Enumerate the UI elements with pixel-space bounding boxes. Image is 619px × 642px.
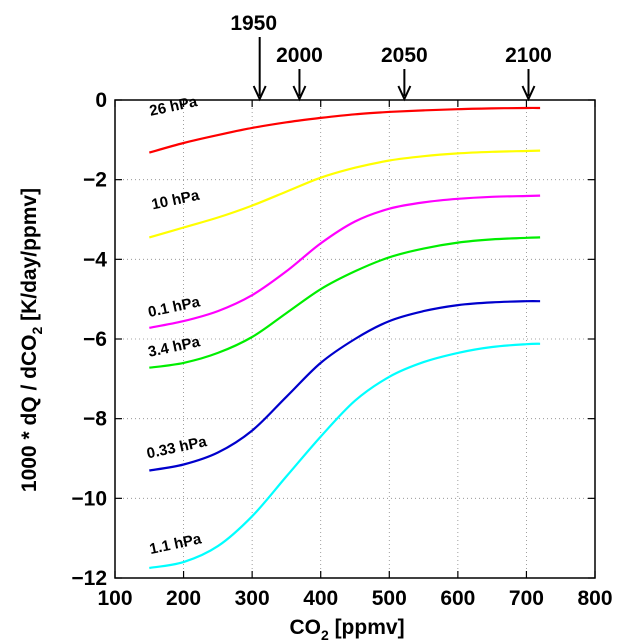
x-axis-label: CO2 [ppmv] bbox=[289, 616, 404, 642]
series-label: 1.1 hPa bbox=[148, 530, 204, 558]
series-line bbox=[149, 236, 541, 369]
series-label: 3.4 hPa bbox=[147, 333, 203, 361]
year-arrow-head bbox=[521, 85, 536, 102]
series-label: 0.1 hPa bbox=[147, 293, 203, 321]
year-arrow-head bbox=[397, 85, 412, 102]
series-line bbox=[149, 342, 541, 570]
ticks bbox=[114, 99, 596, 579]
year-arrow-head bbox=[292, 85, 307, 102]
y-tick-label: −4 bbox=[83, 248, 107, 271]
series-label: 0.33 hPa bbox=[145, 433, 209, 462]
year-label: 1950 bbox=[230, 12, 277, 35]
y-tick-label: −8 bbox=[83, 408, 107, 431]
year-label: 2100 bbox=[505, 44, 552, 67]
x-tick-label: 700 bbox=[509, 587, 544, 610]
year-label: 2000 bbox=[276, 44, 323, 67]
curves bbox=[149, 106, 541, 570]
y-axis-label-sub: 2 bbox=[29, 327, 45, 335]
year-arrow-head bbox=[252, 85, 267, 102]
y-tick-label: 0 bbox=[95, 89, 107, 112]
series-line bbox=[149, 194, 541, 329]
x-axis-label-sub: 2 bbox=[321, 627, 329, 642]
y-tick-label: −2 bbox=[83, 169, 107, 192]
y-axis-label-main: 1000 * dQ / dCO bbox=[18, 335, 41, 493]
x-axis-label-suffix: [ppmv] bbox=[329, 616, 405, 639]
y-tick-label: −10 bbox=[71, 487, 107, 510]
x-tick-label: 800 bbox=[577, 587, 612, 610]
series-line bbox=[149, 106, 541, 154]
series-line bbox=[149, 300, 541, 472]
x-tick-label: 100 bbox=[97, 587, 132, 610]
series-label: 26 hPa bbox=[148, 93, 199, 120]
curve-labels: 26 hPa 10 hPa 0.1 hPa 3.4 hPa 0.33 hPa 1.1 hP… bbox=[145, 93, 209, 558]
y-axis-label-suffix: [K/day/ppmv] bbox=[18, 188, 41, 327]
tick-labels: 100 200 300 400 500 600 700 800 0 −2 −4 −6 −8 −10 −12 bbox=[71, 89, 612, 610]
x-tick-label: 500 bbox=[372, 587, 407, 610]
x-tick-label: 400 bbox=[303, 587, 338, 610]
year-label: 2050 bbox=[381, 44, 428, 67]
y-tick-label: −6 bbox=[83, 328, 107, 351]
x-tick-label: 200 bbox=[166, 587, 201, 610]
series-label: 10 hPa bbox=[150, 187, 201, 214]
series-line bbox=[149, 149, 541, 239]
year-markers: 1950 2000 2050 2100 bbox=[230, 12, 552, 102]
x-tick-label: 600 bbox=[440, 587, 475, 610]
y-tick-label: −12 bbox=[71, 567, 107, 590]
x-tick-label: 300 bbox=[235, 587, 270, 610]
x-axis-label-main: CO bbox=[289, 616, 321, 639]
y-axis-label: 1000 * dQ / dCO2 [K/day/ppmv] bbox=[18, 188, 45, 492]
